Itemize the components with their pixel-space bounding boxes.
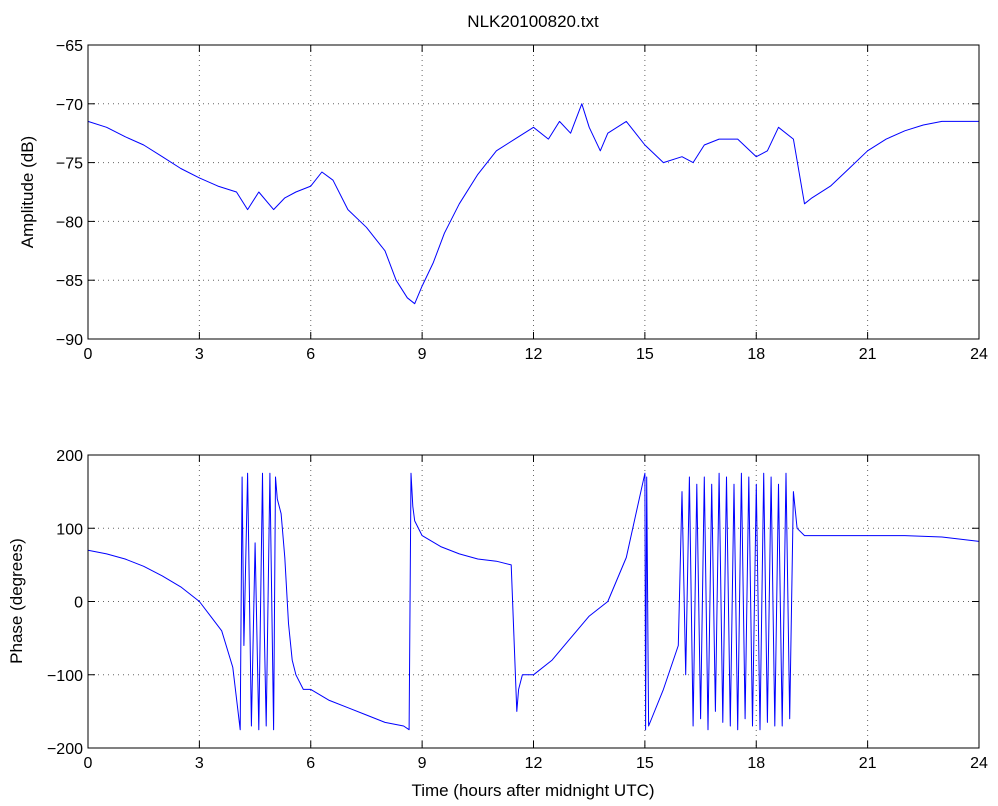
phase-y-axis-label: Phase (degrees) — [7, 538, 26, 664]
y-tick-label: −75 — [56, 156, 83, 173]
x-tick-label: 21 — [859, 346, 877, 363]
phase-series — [87, 472, 980, 731]
amplitude-y-axis-label: Amplitude (dB) — [18, 136, 37, 248]
phase-grid — [88, 455, 979, 748]
y-tick-label: −200 — [47, 741, 83, 758]
chart-title: NLK20100820.txt — [467, 12, 599, 31]
x-tick-label: 24 — [970, 346, 988, 363]
amplitude-line — [87, 103, 979, 305]
x-tick-label: 0 — [84, 755, 93, 772]
x-tick-label: 18 — [747, 755, 765, 772]
x-tick-label: 15 — [636, 346, 654, 363]
phase-panel: 0 3 6 9 12 15 18 21 24 −200 −100 0 100 200 Phase (deg… — [7, 448, 988, 800]
x-tick-label: 12 — [525, 755, 543, 772]
phase-x-axis-label: Time (hours after midnight UTC) — [411, 781, 654, 800]
x-tick-label: 18 — [747, 346, 765, 363]
amplitude-axes-frame — [87, 44, 980, 340]
x-tick-label: 24 — [970, 755, 988, 772]
x-tick-label: 21 — [859, 755, 877, 772]
x-tick-label: 3 — [195, 346, 204, 363]
phase-ticks: 0 3 6 9 12 15 18 21 24 −200 −100 0 100 200 — [47, 448, 988, 772]
y-tick-label: −65 — [56, 38, 83, 55]
y-tick-label: −85 — [56, 273, 83, 290]
y-tick-label: −70 — [56, 97, 83, 114]
x-tick-label: 9 — [418, 346, 427, 363]
amplitude-series — [87, 103, 979, 305]
x-tick-label: 0 — [84, 346, 93, 363]
y-tick-label: −90 — [56, 332, 83, 349]
x-tick-label: 15 — [636, 755, 654, 772]
y-tick-label: 200 — [56, 448, 83, 465]
y-tick-label: −100 — [47, 668, 83, 685]
y-tick-label: 100 — [56, 521, 83, 538]
x-tick-label: 6 — [306, 755, 315, 772]
x-tick-label: 3 — [195, 755, 204, 772]
phase-line — [87, 472, 980, 731]
amplitude-ticks: 0 3 6 9 12 15 18 21 24 −90 −85 −80 −75 −70 −65 — [56, 38, 988, 363]
x-tick-label: 12 — [525, 346, 543, 363]
y-tick-label: 0 — [74, 595, 83, 612]
amplitude-panel: 0 3 6 9 12 15 18 21 24 −90 −85 −80 −75 −70 −65 Amplitu… — [18, 38, 988, 363]
y-tick-label: −80 — [56, 214, 83, 231]
amplitude-grid — [88, 45, 979, 339]
x-tick-label: 6 — [306, 346, 315, 363]
x-tick-label: 9 — [418, 755, 427, 772]
